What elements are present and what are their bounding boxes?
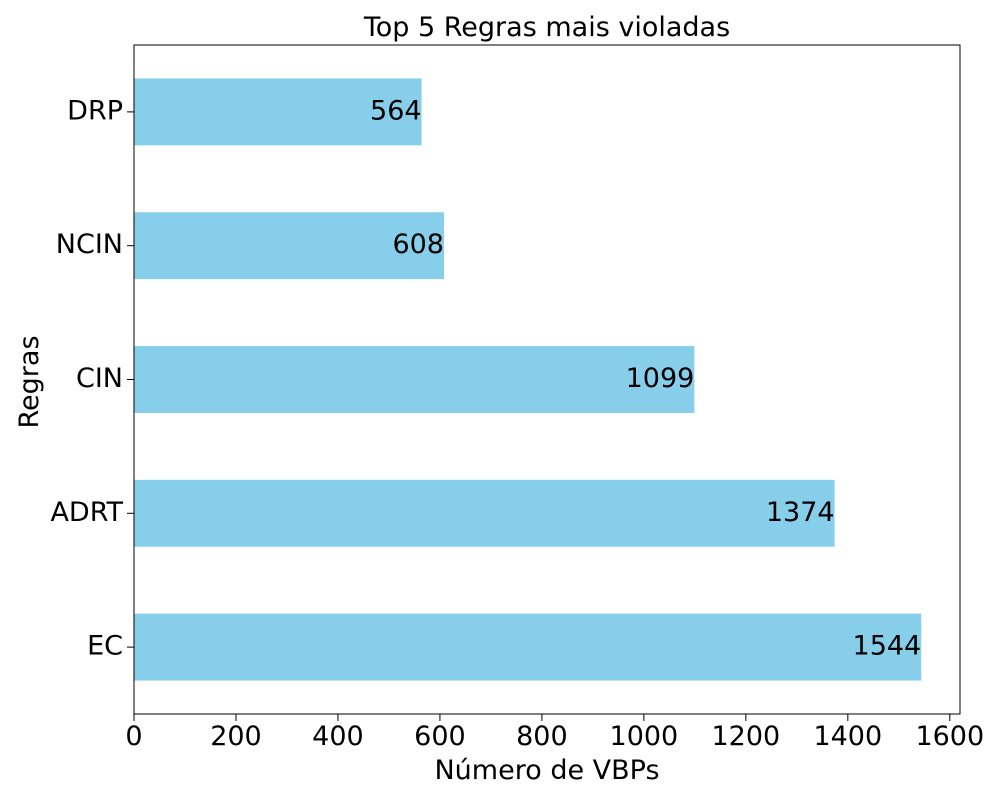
bar-drp <box>134 78 422 146</box>
x-tick-label: 600 <box>414 721 466 752</box>
x-tick-label: 800 <box>516 721 568 752</box>
data-label-drp: 564 <box>370 95 422 126</box>
plot-area: 1544 1374 1099 608 564 <box>133 44 961 715</box>
y-tick-label-cin: CIN <box>76 363 123 394</box>
bar-ec <box>134 613 922 681</box>
y-axis-label: Regras <box>14 335 45 428</box>
y-tick-label-ncin: NCIN <box>56 229 123 260</box>
x-tick-label: 1600 <box>915 721 984 752</box>
data-label-adrt: 1374 <box>766 497 835 528</box>
y-tick-label-drp: DRP <box>67 95 123 126</box>
x-tick-label: 1400 <box>813 721 882 752</box>
data-label-ec: 1544 <box>853 631 922 662</box>
y-tick-label-ec: EC <box>87 631 123 662</box>
y-tick-label-adrt: ADRT <box>50 497 123 528</box>
x-tick-label: 400 <box>312 721 364 752</box>
x-axis: 0 200 400 600 800 1000 1200 1400 1600 <box>125 714 984 752</box>
x-tick-label: 200 <box>210 721 262 752</box>
chart-title: Top 5 Regras mais violadas <box>363 12 730 43</box>
bar-cin <box>134 346 695 413</box>
data-label-cin: 1099 <box>626 363 695 394</box>
x-tick-label: 0 <box>125 721 142 752</box>
y-axis: EC ADRT CIN NCIN DRP <box>50 95 134 662</box>
data-label-ncin: 608 <box>392 229 444 260</box>
x-tick-label: 1000 <box>610 721 679 752</box>
x-axis-label: Número de VBPs <box>434 755 659 786</box>
bar-adrt <box>134 479 835 547</box>
x-tick-label: 1200 <box>711 721 780 752</box>
bar-ncin <box>134 212 445 280</box>
